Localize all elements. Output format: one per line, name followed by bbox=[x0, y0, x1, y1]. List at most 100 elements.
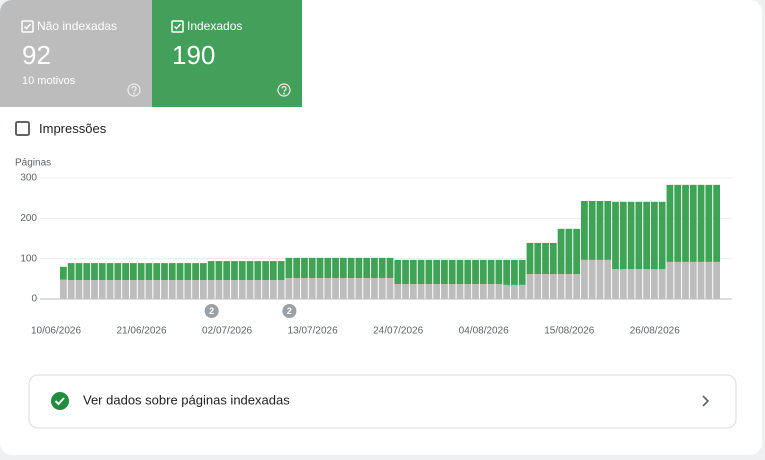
bar-segment bbox=[658, 269, 666, 299]
bar-segment bbox=[269, 280, 277, 299]
card-checkbox[interactable] bbox=[171, 20, 184, 33]
y-tick-label: 0 bbox=[31, 294, 37, 305]
bar-segment bbox=[106, 280, 114, 299]
bar-segment bbox=[651, 269, 658, 299]
bar-segment bbox=[363, 278, 371, 299]
bar-segment bbox=[596, 259, 604, 299]
bar-segment bbox=[339, 278, 347, 299]
bar-segment bbox=[161, 280, 168, 299]
bar-segment bbox=[176, 263, 184, 281]
bar-segment bbox=[705, 261, 713, 299]
bar-segment bbox=[168, 280, 176, 299]
bar-segment bbox=[518, 284, 526, 299]
bar-segment bbox=[301, 257, 308, 279]
bar-segment bbox=[347, 257, 355, 279]
bar-segment bbox=[565, 273, 573, 299]
bar-segment bbox=[518, 259, 526, 285]
bar-segment bbox=[153, 263, 161, 281]
bar-segment bbox=[355, 257, 363, 279]
bar-segment bbox=[145, 280, 153, 299]
bar-segment bbox=[534, 273, 542, 299]
chevron[interactable] bbox=[702, 395, 710, 407]
bar-segment bbox=[487, 284, 495, 299]
card-value: 190 bbox=[172, 40, 215, 70]
bar-segment bbox=[433, 284, 441, 299]
bar-segment bbox=[526, 242, 534, 274]
bar-segment bbox=[231, 261, 238, 281]
plot: 0 100 200 300 10/06/2026 21/06/2026 02/07/2026… bbox=[20, 173, 732, 337]
bar-segment bbox=[472, 259, 479, 285]
bar-segment bbox=[161, 263, 168, 281]
bar-segment bbox=[60, 266, 67, 280]
bar-segment bbox=[565, 228, 573, 274]
bar-segment bbox=[168, 263, 176, 281]
bar-segment bbox=[192, 263, 199, 281]
bar-segment bbox=[464, 259, 472, 285]
bar-segment bbox=[627, 201, 635, 270]
card-checkbox[interactable] bbox=[21, 20, 34, 33]
bar-segment bbox=[316, 278, 324, 299]
checkbox-label[interactable]: Impressões bbox=[39, 121, 107, 136]
bar-segment bbox=[511, 259, 518, 285]
bar-segment bbox=[503, 259, 511, 285]
annotation-marker[interactable] bbox=[282, 304, 297, 318]
bar-segment bbox=[308, 278, 316, 299]
bar-segment bbox=[215, 280, 223, 299]
bar-segment bbox=[689, 184, 697, 262]
bar-segment bbox=[67, 263, 75, 281]
bar-segment bbox=[269, 261, 277, 281]
checkbox[interactable] bbox=[15, 121, 30, 136]
bar-segment bbox=[503, 284, 511, 299]
bar-segment bbox=[573, 228, 581, 274]
bar-segment bbox=[75, 280, 83, 299]
bar-segment bbox=[339, 257, 347, 279]
bar-segment bbox=[215, 261, 223, 281]
bar-segment bbox=[246, 261, 254, 281]
card-label: Indexados bbox=[187, 19, 242, 33]
y-axis-label: Páginas bbox=[15, 158, 51, 169]
bar-segment bbox=[91, 263, 98, 281]
link-box[interactable] bbox=[28, 374, 737, 429]
card-indexed[interactable] bbox=[152, 0, 302, 107]
bar-segment bbox=[557, 273, 565, 299]
bar-segment bbox=[581, 259, 588, 299]
bar-segment bbox=[588, 200, 596, 260]
help-icon[interactable] bbox=[127, 83, 291, 97]
bar-segment bbox=[207, 280, 215, 299]
bar-segment bbox=[713, 184, 720, 262]
bar-segment bbox=[277, 261, 285, 281]
bar-segment bbox=[246, 280, 254, 299]
bar-segment bbox=[612, 269, 619, 299]
bar-segment bbox=[83, 263, 91, 281]
bar-segment bbox=[549, 242, 557, 274]
bar-segment bbox=[129, 280, 137, 299]
bar-segment bbox=[666, 184, 674, 262]
bar-segment bbox=[91, 280, 98, 299]
bar-segment bbox=[262, 280, 269, 299]
bar-segment bbox=[153, 280, 161, 299]
bar-segment bbox=[596, 200, 604, 260]
bar-segment bbox=[308, 257, 316, 279]
annotation-marker[interactable] bbox=[204, 304, 219, 318]
bar-segment bbox=[394, 284, 402, 299]
bar-segment bbox=[223, 280, 231, 299]
bar-segment bbox=[619, 269, 627, 299]
bar-segment bbox=[192, 280, 199, 299]
bar-segment bbox=[441, 259, 448, 285]
y-tick-label: 300 bbox=[20, 173, 37, 184]
bar-segment bbox=[262, 261, 269, 281]
bar-segment bbox=[697, 261, 705, 299]
bar-segment bbox=[635, 201, 643, 270]
bar-segment bbox=[635, 269, 643, 299]
bar-segment bbox=[394, 259, 402, 285]
bar-segment bbox=[604, 259, 612, 299]
link-text[interactable]: Ver dados sobre páginas indexadas bbox=[83, 392, 290, 407]
check bbox=[173, 23, 182, 30]
card-not-indexed[interactable] bbox=[0, 0, 152, 107]
card-sub: 10 motivos bbox=[22, 75, 76, 87]
bar-segment bbox=[581, 200, 588, 260]
bar-segment bbox=[402, 259, 409, 285]
bar-segment bbox=[456, 284, 464, 299]
bar-segment bbox=[98, 280, 106, 299]
